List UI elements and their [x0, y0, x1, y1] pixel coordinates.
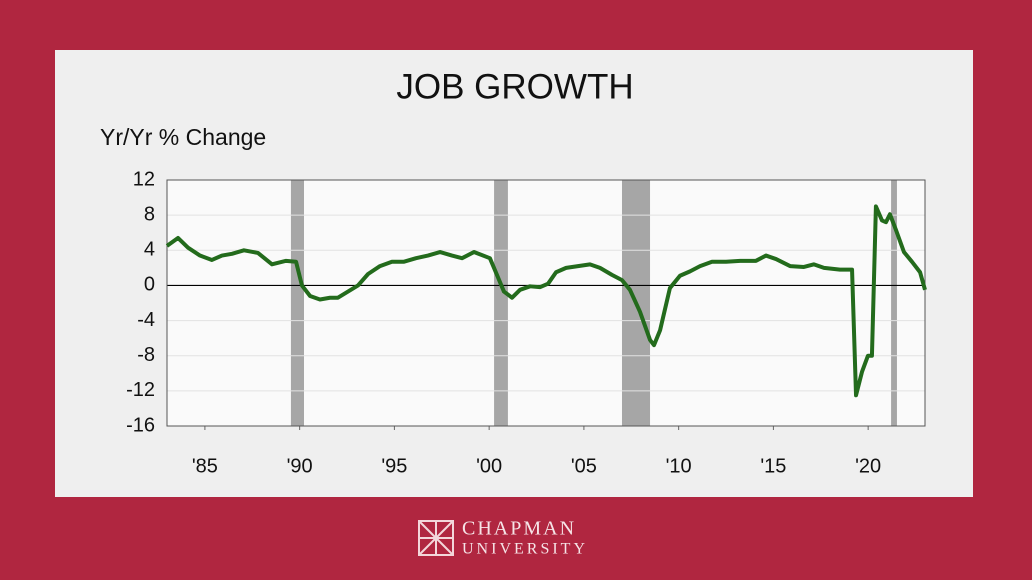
logo-line1: CHAPMAN — [462, 518, 576, 540]
x-tick-label: '85 — [192, 455, 218, 477]
y-tick-label: -4 — [137, 309, 155, 331]
data-line — [165, 204, 927, 398]
y-tick-label: -16 — [126, 414, 155, 436]
x-tick-label: '05 — [571, 455, 597, 477]
plot-border — [166, 179, 926, 427]
y-tick-label: 4 — [144, 239, 155, 261]
x-tick-label: '95 — [381, 455, 407, 477]
logo-line2: UNIVERSITY — [462, 541, 588, 558]
plot-area — [167, 180, 925, 426]
y-tick-label: 0 — [144, 274, 155, 296]
recession-band — [290, 180, 305, 426]
y-tick-label: 12 — [133, 168, 155, 190]
x-tick-label: '10 — [666, 455, 692, 477]
y-tick-label: -12 — [126, 379, 155, 401]
y-tick-label: 8 — [144, 203, 155, 225]
x-tick-label: '20 — [855, 455, 881, 477]
chart-title: JOB GROWTH — [396, 67, 633, 106]
recession-band — [494, 180, 508, 426]
x-tick-label: '00 — [476, 455, 502, 477]
logo: CHAPMAN UNIVERSITY — [418, 518, 588, 558]
x-tick-label: '15 — [760, 455, 786, 477]
x-tick-label: '90 — [287, 455, 313, 477]
logo-lines — [418, 520, 454, 556]
recession-band — [891, 180, 897, 426]
y-axis-label: Yr/Yr % Change — [100, 124, 266, 150]
y-tick-label: -8 — [137, 344, 155, 366]
